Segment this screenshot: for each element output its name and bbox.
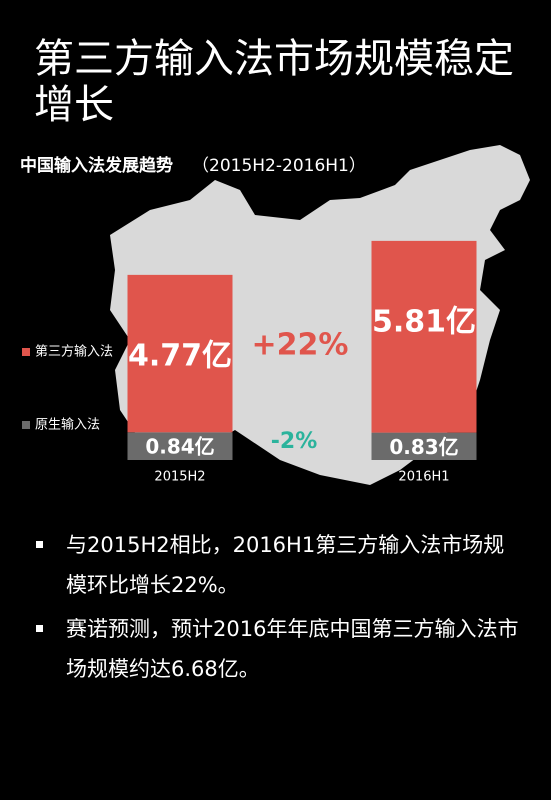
chart-title: 中国输入法发展趋势 bbox=[20, 155, 173, 176]
annotation: +22% bbox=[252, 328, 349, 363]
legend-swatch bbox=[22, 348, 30, 356]
bar-segment bbox=[127, 432, 233, 460]
legend-label: 原生输入法 bbox=[35, 417, 100, 433]
value-label: 4.77亿 bbox=[128, 338, 232, 373]
chart: 中国输入法发展趋势 （2015H2-2016H1） 0.84亿 4.77亿 2015… bbox=[20, 145, 530, 485]
bar-segment bbox=[371, 240, 477, 433]
annotation: -2% bbox=[271, 429, 317, 454]
value-label: 0.83亿 bbox=[389, 435, 458, 459]
bullet-item: 赛诺预测，预计2016年年底中国第三方输入法市场规模约达6.68亿。 bbox=[30, 609, 520, 689]
bar-segment bbox=[371, 432, 477, 460]
value-label: 0.84亿 bbox=[145, 435, 214, 459]
legend-swatch bbox=[22, 421, 30, 429]
headline: 第三方输入法市场规模稳定增长 bbox=[34, 36, 514, 128]
legend-label: 第三方输入法 bbox=[35, 344, 113, 360]
x-tick-label: 2015H2 bbox=[154, 470, 205, 485]
value-label: 5.81亿 bbox=[372, 304, 476, 339]
x-tick-label: 2016H1 bbox=[398, 470, 449, 485]
bullet-item: 与2015H2相比，2016H1第三方输入法市场规模环比增长22%。 bbox=[30, 525, 520, 605]
bullet-list: 与2015H2相比，2016H1第三方输入法市场规模环比增长22%。 赛诺预测，预… bbox=[30, 525, 520, 693]
chart-subtitle: （2015H2-2016H1） bbox=[192, 156, 366, 176]
bar-segment bbox=[127, 274, 233, 433]
